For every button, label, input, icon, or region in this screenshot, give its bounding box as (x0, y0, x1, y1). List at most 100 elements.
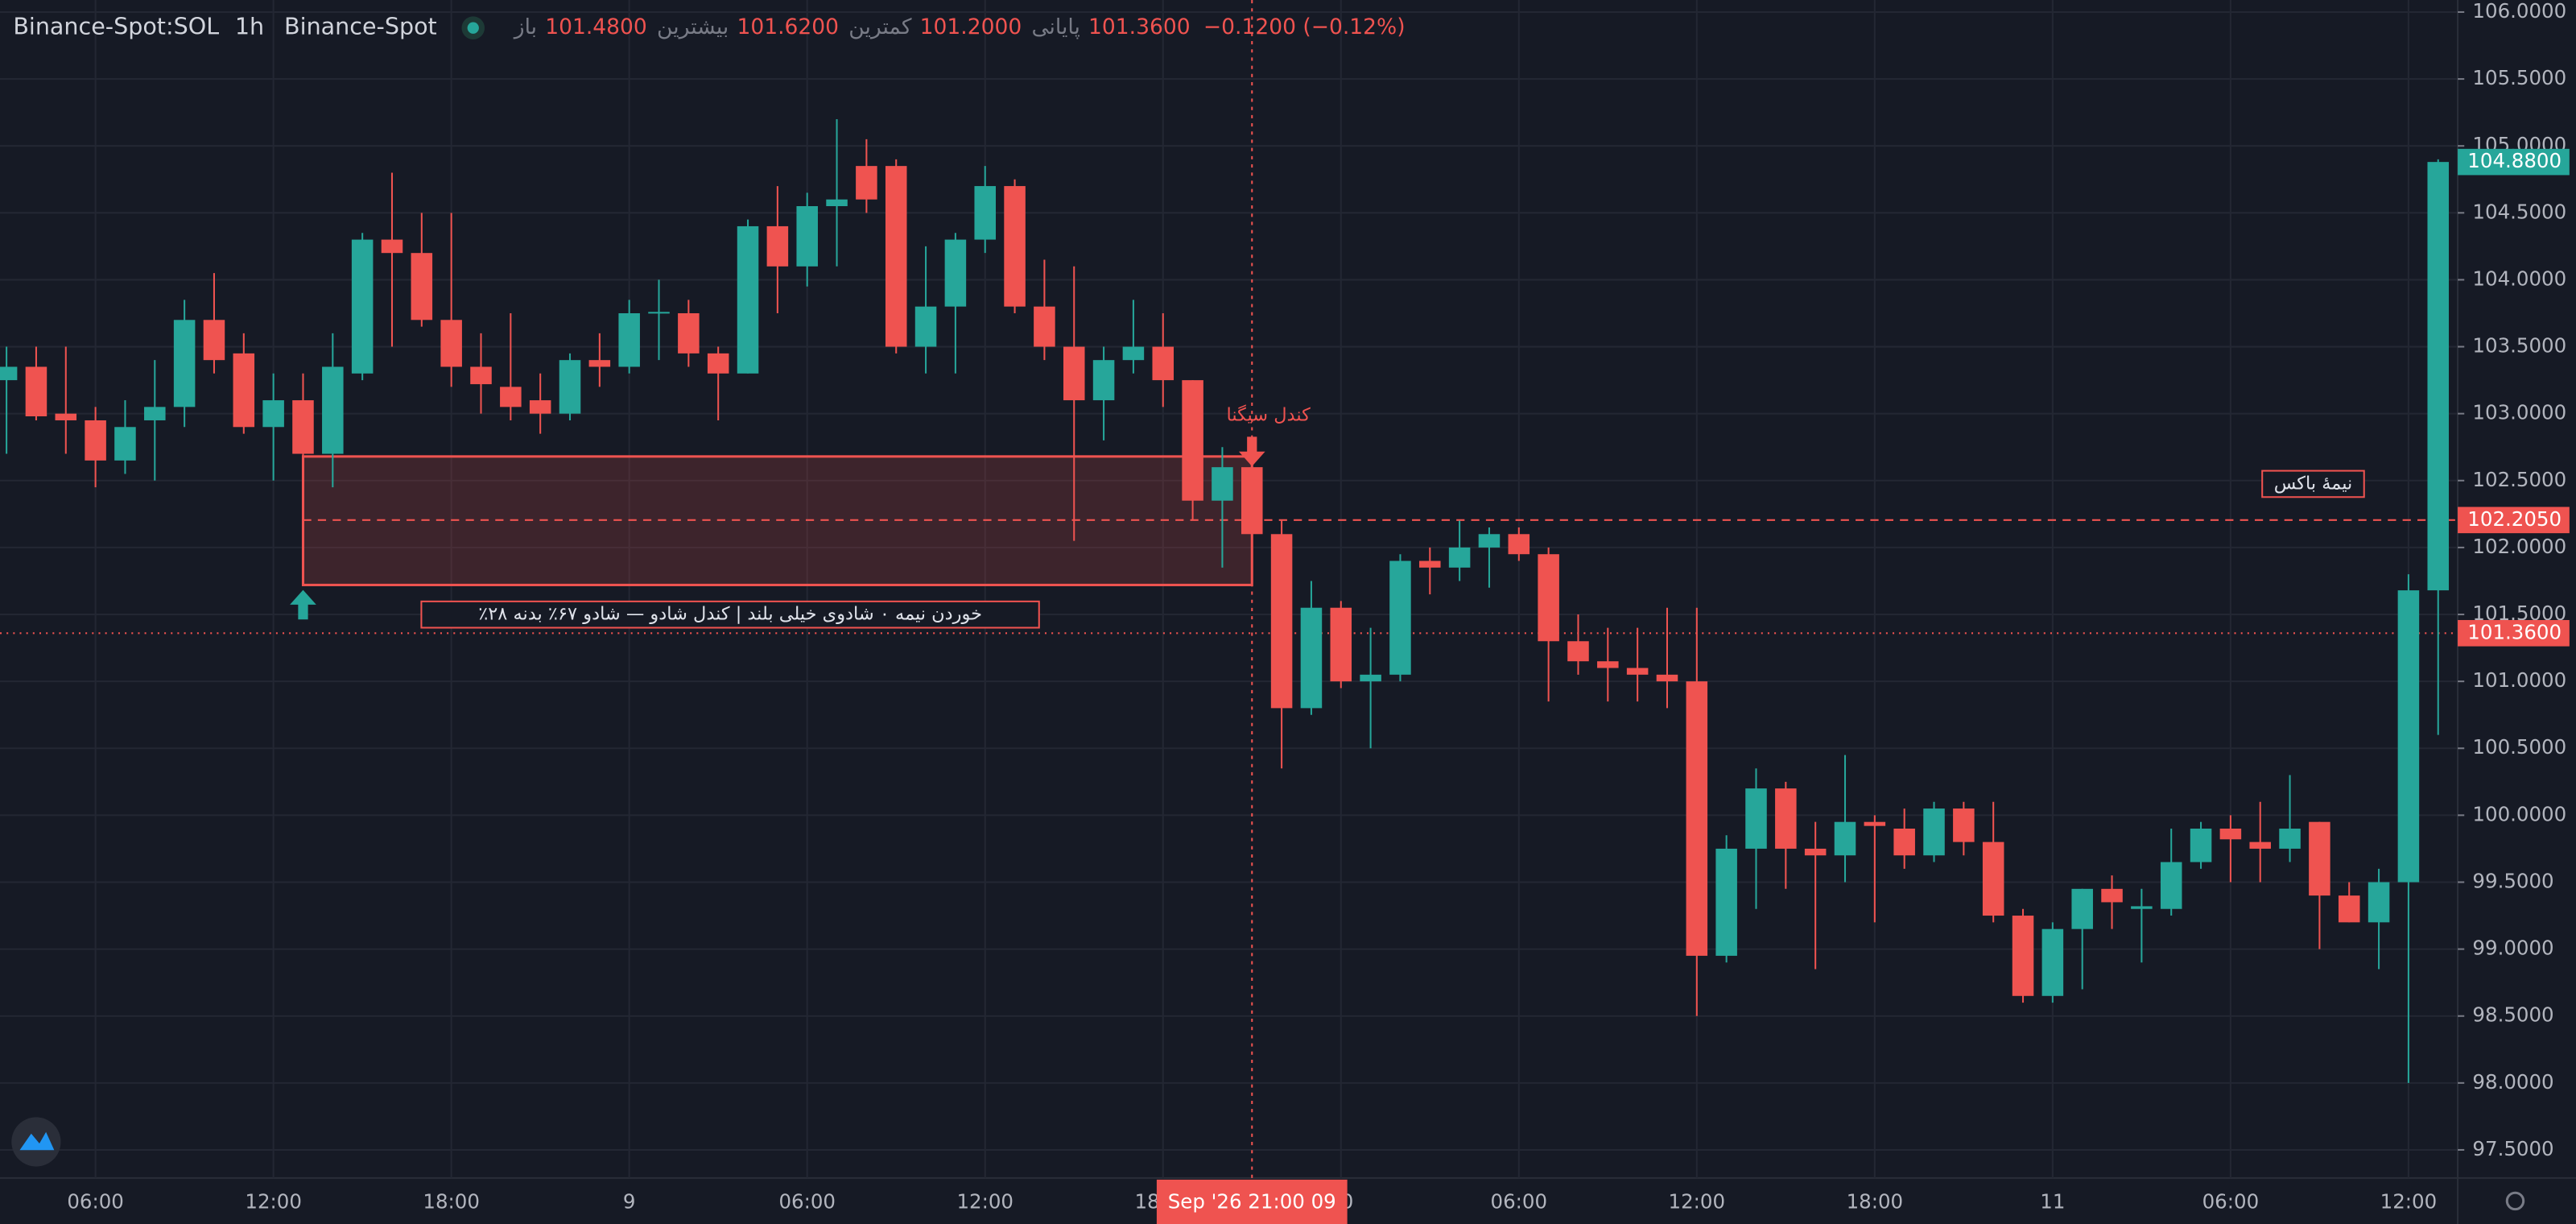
candle-body (1775, 788, 1797, 849)
candle-body (2131, 906, 2153, 909)
mid-label-frame (2261, 469, 2365, 498)
candle-body (2190, 828, 2212, 862)
candle-body (500, 387, 522, 407)
candle-body (351, 239, 374, 374)
candle-body (559, 360, 581, 414)
y-tick-label: 106.0000 (2472, 0, 2566, 23)
legend-name: باز (513, 14, 537, 39)
candle-body (1004, 186, 1026, 307)
settings-icon[interactable] (2505, 1191, 2525, 1211)
symbol[interactable]: Binance-Spot:SOL (13, 13, 219, 40)
sell-arrow (1238, 436, 1265, 467)
legend-value: 101.2000 (920, 14, 1022, 39)
legend-name: بیشترین (657, 14, 729, 39)
candle-body (262, 400, 284, 428)
x-tick-label: 18:00 (423, 1189, 480, 1213)
y-tick-label: 103.5000 (2472, 334, 2566, 358)
candle-body (2368, 882, 2390, 923)
candle-body (678, 312, 700, 354)
candle-body (2309, 821, 2330, 896)
candle-body (766, 225, 789, 267)
y-tick-label: 104.5000 (2472, 200, 2566, 223)
signal-label: کندل سیگنا (1227, 403, 1311, 425)
candle-body (1360, 674, 1381, 682)
candle-body (322, 366, 344, 454)
candle-body (1092, 360, 1115, 401)
candle-body (2279, 828, 2301, 849)
candle-body (1508, 534, 1530, 555)
interval[interactable]: 1h (235, 13, 264, 40)
candle-body (529, 400, 551, 414)
candle-body (1419, 560, 1441, 568)
candle-body (914, 306, 937, 347)
legend-change: −0.1200 (−0.12%) (1203, 14, 1406, 39)
candle-body (2071, 888, 2093, 929)
candle-body (2397, 590, 2420, 883)
y-tick-label: 101.0000 (2472, 668, 2566, 692)
candle-body (1270, 534, 1293, 709)
candle-body (944, 239, 967, 307)
candle-body (1212, 467, 1233, 501)
price-tag (2458, 619, 2570, 647)
candle-body (55, 413, 77, 420)
candle-body (737, 225, 759, 374)
candle-body (1300, 607, 1323, 709)
x-tick-label: 11 (2040, 1189, 2065, 1213)
candle-body (2219, 828, 2242, 840)
buy-arrow (290, 589, 316, 620)
candle-body (1953, 808, 1975, 842)
box-text-frame (420, 600, 1040, 629)
candle-body (144, 407, 166, 420)
candle-body (85, 420, 106, 461)
candle-body (1538, 554, 1559, 642)
y-tick-label: 105.5000 (2472, 66, 2566, 89)
candle-body (292, 400, 314, 454)
candle-body (1804, 848, 1827, 856)
legend-value: 101.4800 (545, 14, 647, 39)
y-tick-label: 97.5000 (2472, 1137, 2553, 1160)
price-tag (2458, 507, 2570, 534)
y-tick-label: 102.0000 (2472, 535, 2566, 558)
y-tick-label: 102.5000 (2472, 468, 2566, 491)
x-tick-label: 12:00 (1669, 1189, 1726, 1213)
candle-body (411, 253, 433, 320)
y-tick-label: 103.0000 (2472, 401, 2566, 424)
candle-body (2101, 888, 2123, 903)
candle-body (233, 353, 255, 428)
candle-body (25, 366, 47, 416)
candle-body (1567, 641, 1589, 662)
mid-label: نیمهٔ باکس (2274, 473, 2353, 494)
candle-body (1122, 346, 1145, 361)
x-tick-label: 06:00 (1491, 1189, 1548, 1213)
candle-body (381, 239, 403, 254)
candle-body (974, 186, 996, 240)
candle-body (2160, 862, 2182, 909)
y-tick-label: 99.0000 (2472, 937, 2553, 960)
candle-body (1626, 668, 1649, 675)
y-tick-label: 104.0000 (2472, 267, 2566, 290)
candle-body (1241, 467, 1263, 535)
candle-body (648, 312, 670, 314)
x-tick-label: 12:00 (245, 1189, 302, 1213)
x-tick-label: 9 (623, 1189, 636, 1213)
candle-body (796, 206, 818, 267)
candle-body (2012, 916, 2034, 996)
legend-name: پایانی (1031, 14, 1080, 39)
candle-body (1864, 821, 1886, 826)
price-tag-label: 102.2050 (2467, 507, 2562, 531)
candle-body (1597, 661, 1619, 668)
candle-body (618, 312, 640, 367)
candle-body (885, 166, 907, 347)
legend-value: 101.3600 (1088, 14, 1191, 39)
crosshair-tag (1156, 1179, 1348, 1224)
candle-body (1448, 547, 1471, 568)
crosshair-label: Sep '26 21:00 09 (1168, 1189, 1336, 1213)
candle-body (707, 353, 729, 374)
candle-body (440, 320, 462, 367)
legend-value: 101.6200 (737, 14, 839, 39)
candle-body (1063, 346, 1085, 401)
price-tag (2458, 148, 2570, 176)
candle-body (1152, 346, 1174, 381)
candle-body (2041, 928, 2064, 996)
